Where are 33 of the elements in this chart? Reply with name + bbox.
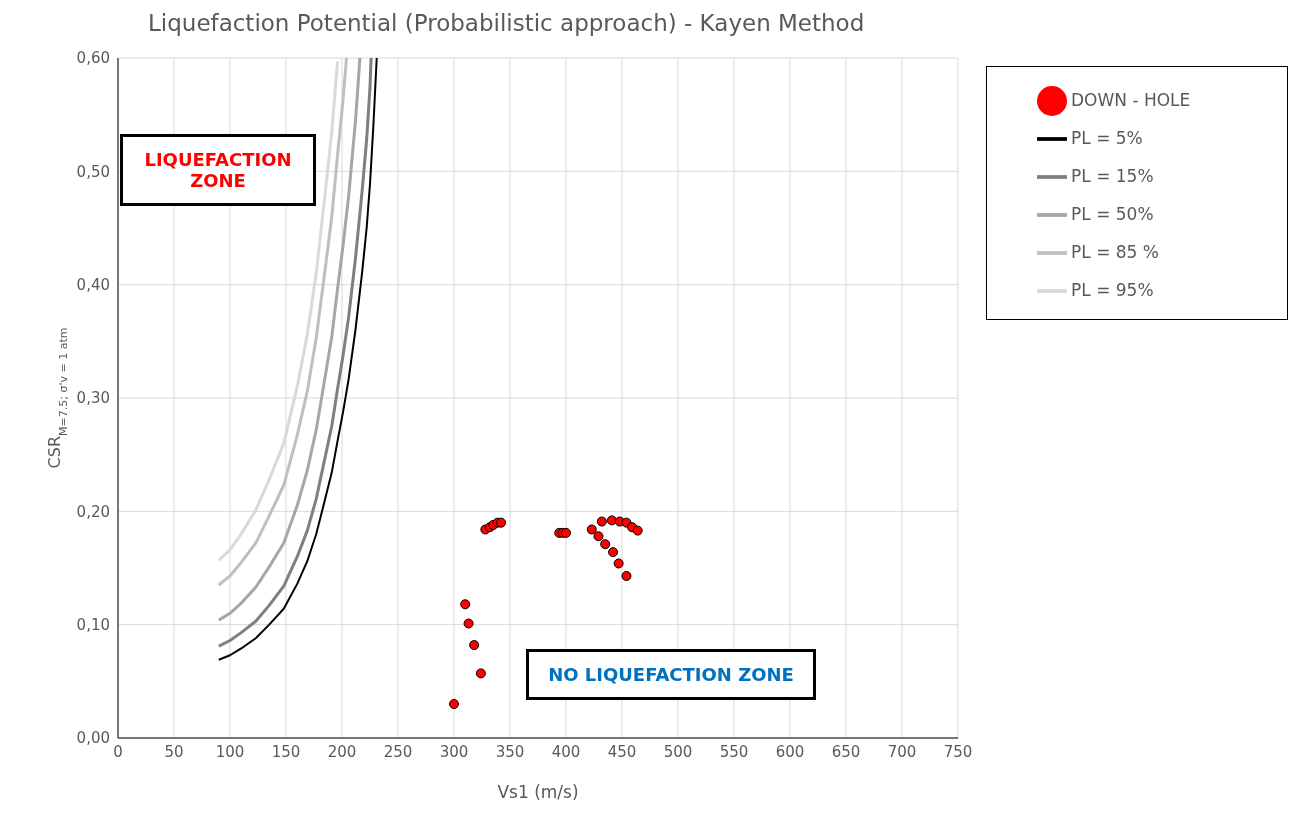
chart-title: Liquefaction Potential (Probabilistic approach) - Kayen Method: [148, 10, 865, 36]
legend-label: DOWN - HOLE: [1071, 90, 1191, 110]
x-tick-label: 750: [943, 742, 973, 761]
x-tick-label: 200: [327, 742, 357, 761]
x-tick-label: 50: [164, 742, 184, 761]
y-tick-label: 0,60: [76, 49, 110, 68]
y-tick-label: 0,40: [76, 275, 110, 294]
y-tick-label: 0,10: [76, 615, 110, 634]
x-tick-label: 500: [663, 742, 693, 761]
x-tick-label: 150: [271, 742, 301, 761]
x-tick-label: 650: [831, 742, 861, 761]
x-tick-label: 400: [551, 742, 581, 761]
y-tick-label: 0,50: [76, 162, 110, 181]
x-tick-label: 450: [607, 742, 637, 761]
text-box: NO LIQUEFACTION ZONE: [526, 649, 816, 700]
x-tick-label: 100: [215, 742, 245, 761]
legend-label: PL = 95%: [1071, 280, 1154, 300]
text-box: LIQUEFACTION ZONE: [120, 134, 316, 206]
legend-label: PL = 15%: [1071, 166, 1154, 186]
legend-label: PL = 5%: [1071, 128, 1143, 148]
y-tick-label: 0,00: [76, 729, 110, 748]
x-tick-label: 600: [775, 742, 805, 761]
x-tick-label: 250: [383, 742, 413, 761]
x-tick-label: 700: [887, 742, 917, 761]
y-tick-label: 0,20: [76, 502, 110, 521]
x-tick-label: 350: [495, 742, 525, 761]
x-tick-label: 300: [439, 742, 469, 761]
legend-label: PL = 85 %: [1071, 242, 1159, 262]
x-tick-label: 550: [719, 742, 749, 761]
x-tick-label: 0: [113, 742, 123, 761]
y-tick-label: 0,30: [76, 389, 110, 408]
x-axis-title: Vs1 (m/s): [497, 782, 579, 802]
legend-label: PL = 50%: [1071, 204, 1154, 224]
